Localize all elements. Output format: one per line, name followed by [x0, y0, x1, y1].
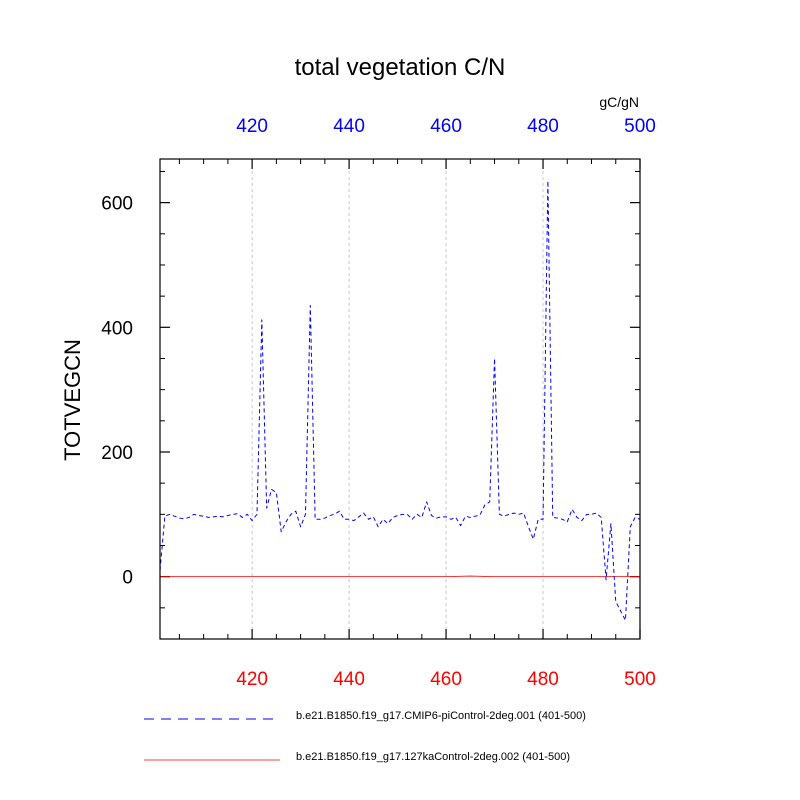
y-tick-label: 600	[101, 194, 133, 215]
x-tick-label-top: 460	[430, 116, 462, 137]
y-tick-label: 200	[101, 443, 133, 464]
x-tick-label-top: 440	[333, 116, 365, 137]
y-tick-label: 0	[122, 568, 133, 589]
labels-layer: 420 420 440 440 460 460 480 480 500 500 0 200 400 600	[101, 116, 656, 690]
legend-entry-series-a: b.e21.B1850.f19_g17.CMIP6-piControl-2deg…	[140, 707, 760, 731]
y-axis-label: TOTVEGCN	[60, 339, 85, 461]
x-tick-label-bottom: 500	[624, 669, 656, 690]
legend-swatch-dashed	[144, 718, 276, 720]
x-tick-label-top: 480	[527, 116, 559, 137]
grid-layer	[251, 159, 544, 639]
series-line-127kaControl	[160, 575, 640, 578]
ticks-layer	[160, 159, 641, 640]
x-tick-label-top: 500	[624, 116, 656, 137]
top-axis-units: gC/gN	[599, 94, 639, 110]
plot-frame	[159, 158, 641, 640]
x-tick-label-bottom: 460	[430, 669, 462, 690]
x-tick-label-bottom: 420	[236, 669, 268, 690]
x-tick-label-top: 420	[236, 116, 268, 137]
y-tick-label: 400	[101, 318, 133, 339]
chart-title: total vegetation C/N	[295, 54, 506, 81]
legend-entry-series-b: b.e21.B1850.f19_g17.127kaControl-2deg.00…	[140, 748, 760, 772]
x-tick-label-bottom: 440	[333, 669, 365, 690]
series-layer	[159, 180, 641, 621]
legend-swatch-solid	[144, 759, 280, 761]
legend-label-series-b: b.e21.B1850.f19_g17.127kaControl-2deg.00…	[296, 751, 570, 763]
legend-label-series-a: b.e21.B1850.f19_g17.CMIP6-piControl-2deg…	[296, 710, 586, 722]
x-tick-label-bottom: 480	[527, 669, 559, 690]
series-line-piControl	[159, 180, 641, 621]
